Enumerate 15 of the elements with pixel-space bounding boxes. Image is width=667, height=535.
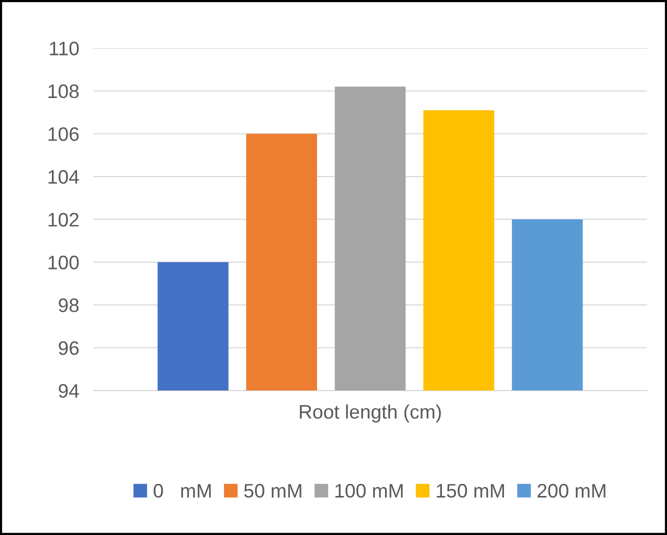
- y-tick-label: 106: [48, 127, 79, 141]
- x-tick-label: Root length (cm): [300, 404, 441, 423]
- y-tick-label: 102: [48, 212, 79, 227]
- legend-label: 100 mM: [335, 484, 403, 498]
- y-tick-label: 94: [58, 384, 79, 398]
- legend-label: 0 mM: [154, 484, 211, 498]
- legend-label: 50 mM: [244, 484, 302, 498]
- y-tick-label: 98: [58, 298, 79, 312]
- y-tick-label: 96: [58, 341, 79, 355]
- legend-label: 200 mM: [538, 484, 606, 498]
- legend-label: 150 mM: [436, 484, 504, 498]
- y-tick-label: 108: [48, 84, 79, 98]
- y-tick-label: 110: [50, 42, 79, 56]
- y-tick-label: 104: [48, 170, 79, 184]
- y-tick-label: 100: [48, 256, 79, 270]
